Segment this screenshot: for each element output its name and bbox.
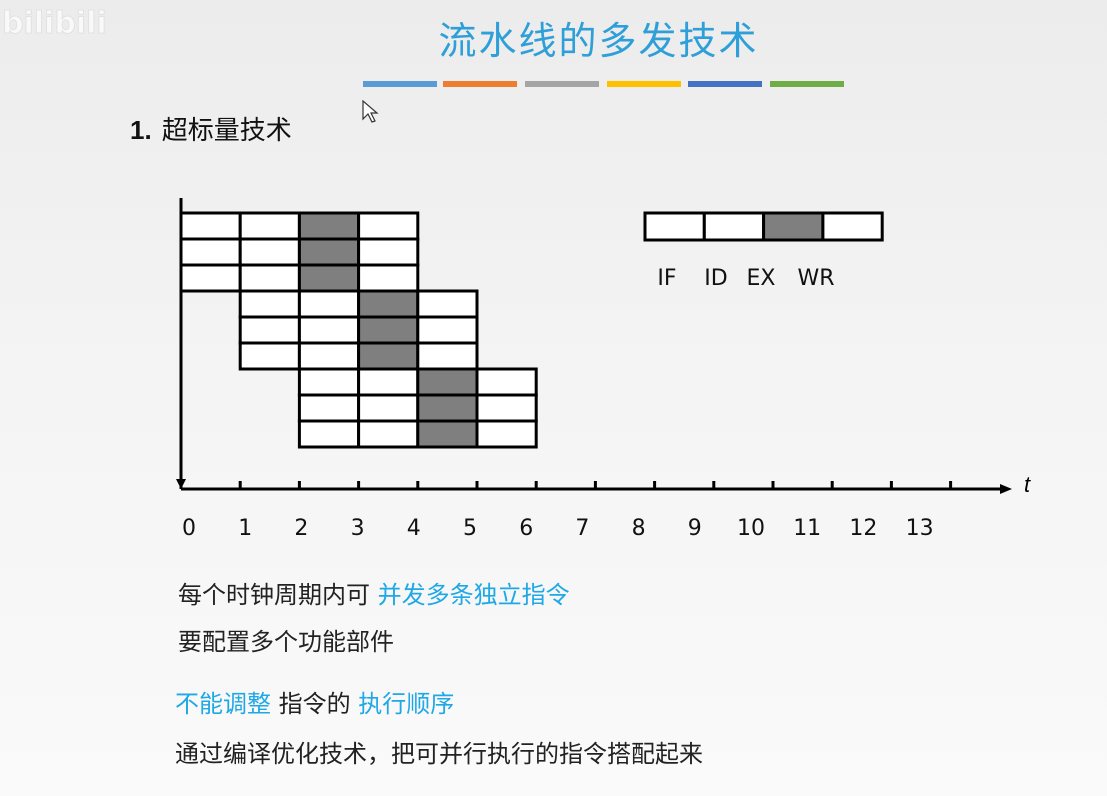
tick-label: 13	[906, 516, 934, 541]
stage-cell-if	[297, 393, 361, 423]
text-line-2: 要配置多个功能部件	[178, 628, 394, 656]
stage-cell-ex	[416, 367, 479, 397]
vertical-axis-arrow-icon	[176, 479, 186, 489]
watermark-logo: bilibili	[2, 6, 108, 42]
legend-label-id: ID	[704, 266, 727, 291]
stage-cell-wr	[357, 263, 420, 293]
stage-cell-wr	[475, 393, 538, 423]
stage-cell-if	[297, 419, 361, 449]
tick-label: 0	[182, 516, 196, 541]
tick-label: 3	[351, 516, 365, 541]
stage-cell-if	[179, 263, 242, 293]
stage-cell-ex	[297, 211, 361, 241]
tick-label: 12	[849, 516, 877, 541]
stage-cell-id	[357, 419, 420, 449]
stage-cell-ex	[357, 341, 420, 371]
title-bar-4	[607, 81, 681, 87]
tick-label: 9	[688, 516, 702, 541]
stage-cell-id	[297, 289, 361, 319]
tick-label: 4	[407, 516, 421, 541]
stage-cell-id	[297, 341, 361, 371]
stage-cell-if	[238, 315, 301, 345]
stage-cell-wr	[357, 237, 420, 267]
tick-label: 11	[793, 516, 821, 541]
stage-cell-ex	[416, 393, 479, 423]
section-heading: 1. 超标量技术	[130, 110, 292, 147]
stage-cell-wr	[416, 289, 479, 319]
legend-cell-id	[702, 211, 766, 242]
stage-cell-wr	[475, 419, 538, 449]
legend-cell-if	[643, 211, 706, 242]
text-line-1: 每个时钟周期内可 并发多条独立指令	[178, 575, 570, 610]
legend-label-wr: WR	[797, 266, 834, 291]
time-axis-label: t	[1024, 472, 1031, 497]
tick-label: 8	[632, 516, 646, 541]
tick-label: 5	[463, 516, 477, 541]
text-line-3: 不能调整 指令的 执行顺序	[175, 684, 454, 719]
section-number: 1.	[130, 115, 152, 145]
legend-cell-wr	[821, 211, 884, 242]
stage-cell-wr	[475, 367, 538, 397]
stage-cell-id	[238, 237, 301, 267]
tick-label: 6	[519, 516, 533, 541]
stage-cell-ex	[297, 263, 361, 293]
text-highlight: 执行顺序	[358, 690, 455, 718]
legend-label-if: IF	[657, 266, 676, 291]
tick-label: 1	[238, 516, 252, 541]
text-plain: 每个时钟周期内可	[178, 581, 370, 609]
stage-cell-if	[297, 367, 361, 397]
stage-cell-id	[297, 315, 361, 345]
legend-label-ex: EX	[747, 266, 776, 291]
tick-label: 2	[294, 516, 308, 541]
slide-title: 流水线的多发技术	[438, 19, 759, 63]
section-title: 超标量技术	[161, 116, 292, 146]
text-line-4: 通过编译优化技术，把可并行执行的指令搭配起来	[175, 740, 703, 768]
stage-cell-if	[238, 289, 301, 319]
title-bar-1	[363, 81, 437, 87]
tick-label: 10	[737, 516, 765, 541]
time-axis-arrow-icon	[1000, 484, 1012, 494]
stage-cell-if	[238, 341, 301, 371]
stage-cell-id	[238, 211, 301, 241]
stage-cell-wr	[416, 315, 479, 345]
stage-cell-ex	[416, 419, 479, 449]
title-bar-6	[770, 81, 844, 87]
stage-cell-ex	[297, 237, 361, 267]
text-highlight: 不能调整	[175, 690, 271, 718]
text-highlight: 并发多条独立指令	[377, 581, 570, 609]
mouse-cursor-icon	[362, 100, 379, 123]
stage-cell-wr	[357, 211, 420, 241]
title-bar-5	[688, 81, 762, 87]
stage-cell-if	[179, 237, 242, 267]
stage-cell-id	[357, 393, 420, 423]
stage-cell-wr	[416, 341, 479, 371]
legend-cell-ex	[762, 211, 825, 242]
stage-cell-id	[238, 263, 301, 293]
title-bar-3	[525, 81, 599, 87]
stage-cell-ex	[357, 315, 420, 345]
stage-cell-ex	[357, 289, 420, 319]
stage-cell-id	[357, 367, 420, 397]
tick-label: 7	[575, 516, 589, 541]
stage-cell-if	[179, 211, 242, 241]
text-plain: 指令的	[278, 690, 351, 718]
title-bar-2	[443, 81, 517, 87]
